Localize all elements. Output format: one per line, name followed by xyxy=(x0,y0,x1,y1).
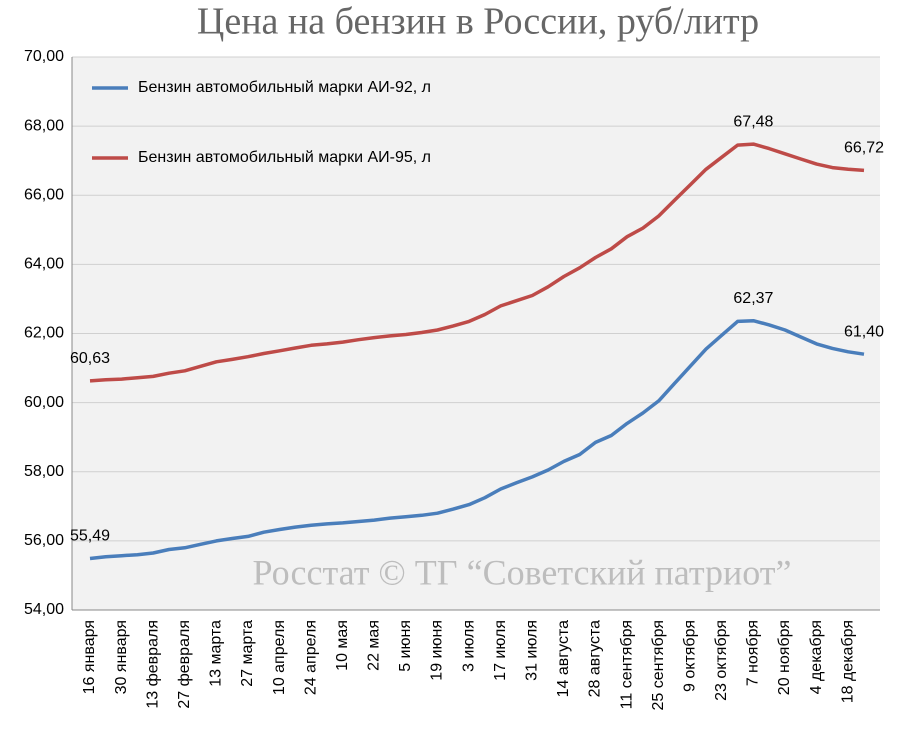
data-label: 60,63 xyxy=(70,350,110,367)
data-label: 61,40 xyxy=(844,323,884,340)
x-tick-label: 13 марта xyxy=(208,620,225,687)
y-tick-label: 60,00 xyxy=(24,394,64,411)
watermark: Росстат © ТГ “Советский патриот” xyxy=(253,552,792,592)
x-tick-label: 24 апреля xyxy=(302,620,319,695)
x-tick-label: 5 июня xyxy=(397,620,414,672)
x-tick-label: 19 июня xyxy=(429,620,446,681)
x-tick-label: 27 февраля xyxy=(176,620,193,709)
y-tick-label: 66,00 xyxy=(24,186,64,203)
x-tick-label: 17 июля xyxy=(492,620,509,681)
x-tick-label: 22 мая xyxy=(366,620,383,671)
chart-title: Цена на бензин в России, руб/литр xyxy=(197,1,759,43)
x-tick-label: 10 апреля xyxy=(271,620,288,695)
legend-label: Бензин автомобильный марки АИ-95, л xyxy=(138,149,431,166)
x-tick-label: 25 сентября xyxy=(650,620,667,711)
data-label: 67,48 xyxy=(733,113,773,130)
series-line xyxy=(89,318,865,561)
x-tick-label: 10 мая xyxy=(334,620,351,671)
y-tick-label: 56,00 xyxy=(24,532,64,549)
data-label: 62,37 xyxy=(733,290,773,307)
x-tick-label: 9 октября xyxy=(681,620,698,692)
x-tick-label: 3 июля xyxy=(460,620,477,672)
x-tick-label: 7 ноября xyxy=(745,620,762,686)
legend-label: Бензин автомобильный марки АИ-92, л xyxy=(138,79,431,96)
y-tick-label: 70,00 xyxy=(24,48,64,65)
series-line xyxy=(89,142,865,383)
x-tick-label: 27 марта xyxy=(239,620,256,687)
y-tick-label: 64,00 xyxy=(24,256,64,273)
x-tick-label: 13 февраля xyxy=(144,620,161,709)
x-tick-label: 4 декабря xyxy=(808,620,825,694)
x-tick-label: 30 января xyxy=(113,620,130,694)
y-tick-label: 54,00 xyxy=(24,601,64,618)
x-tick-label: 16 января xyxy=(81,620,98,694)
y-tick-label: 58,00 xyxy=(24,463,64,480)
x-tick-label: 18 декабря xyxy=(839,620,856,703)
x-tick-label: 31 июля xyxy=(524,620,541,681)
x-tick-label: 28 августа xyxy=(587,620,604,697)
x-tick-label: 23 октября xyxy=(713,620,730,701)
data-label: 66,72 xyxy=(844,140,884,157)
data-label: 55,49 xyxy=(70,528,110,545)
x-tick-label: 20 ноября xyxy=(776,620,793,695)
y-tick-label: 62,00 xyxy=(24,325,64,342)
y-tick-label: 68,00 xyxy=(24,117,64,134)
x-tick-label: 11 сентября xyxy=(618,620,635,709)
x-tick-label: 14 августа xyxy=(555,620,572,697)
